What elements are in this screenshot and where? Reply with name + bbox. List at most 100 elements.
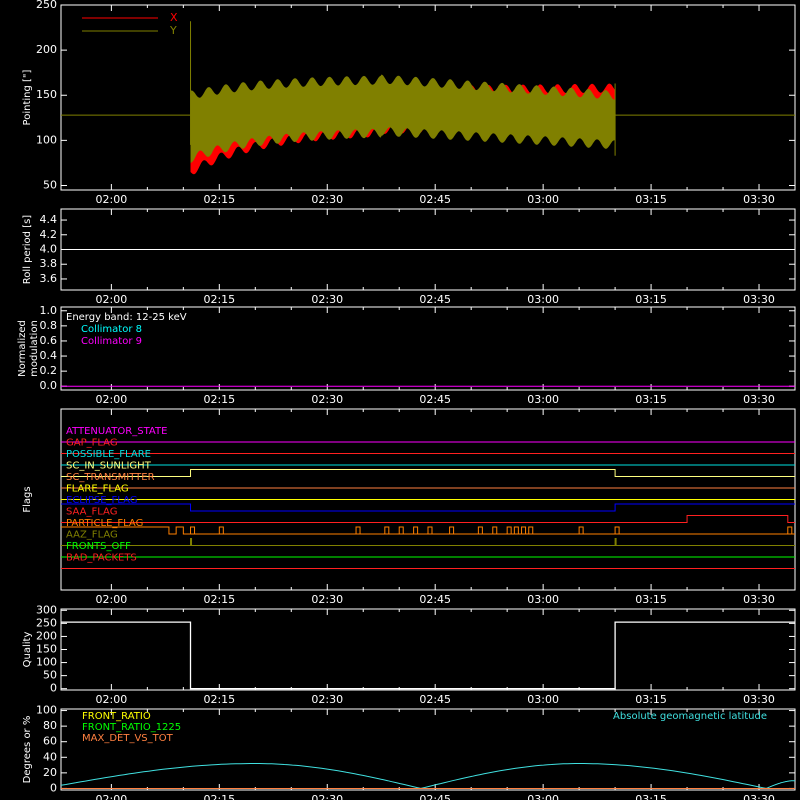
x-tick-label: 03:15	[635, 293, 667, 306]
y-tick-label: 0.0	[40, 379, 58, 392]
x-tick-label: 02:15	[203, 393, 235, 406]
y-tick-label: 60	[43, 735, 57, 748]
y-tick-label: 0	[50, 781, 57, 794]
particle-flag-pulse	[578, 526, 584, 535]
y-axis-label: Degrees or %	[22, 716, 33, 784]
quality-line	[61, 621, 795, 690]
y-tick-label: 3.8	[40, 257, 58, 270]
legend-abs-lat: Absolute geomagnetic latitude	[613, 711, 767, 722]
particle-flag-pulse	[427, 526, 433, 535]
y-tick-label: 0.2	[40, 364, 58, 377]
energy-band-annotation: Energy band: 12-25 keV	[66, 312, 187, 323]
flag-label: FLARE_FLAG	[66, 484, 129, 495]
flag-line	[61, 526, 795, 535]
particle-flag-pulse	[528, 526, 534, 535]
flag-label: ATTENUATOR_STATE	[66, 426, 167, 437]
x-tick-label: 03:15	[635, 693, 667, 706]
panel-frame-5	[60, 608, 796, 691]
particle-flag-pulse	[449, 526, 455, 535]
x-tick-label: 02:30	[311, 393, 343, 406]
y-tick-label: 150	[36, 88, 57, 101]
x-tick-label: 02:00	[96, 393, 128, 406]
x-tick-label: 03:15	[635, 193, 667, 206]
particle-flag-pulse	[384, 526, 390, 535]
y-tick-label: 4.4	[40, 213, 58, 226]
y-tick-label: 150	[36, 643, 57, 656]
x-tick-label: 02:00	[96, 593, 128, 606]
panel-frame-1	[60, 4, 796, 191]
x-tick-label: 02:00	[96, 693, 128, 706]
x-tick-label: 02:45	[419, 793, 451, 800]
x-tick-label: 02:30	[311, 793, 343, 800]
particle-flag-pulse	[355, 526, 361, 535]
legend-ratio: MAX_DET_VS_TOT	[82, 733, 174, 744]
x-tick-label: 02:30	[311, 693, 343, 706]
legend-ratio: FRONT_RATIO_1225	[82, 722, 181, 733]
y-tick-label: 4.0	[40, 243, 58, 256]
y-tick-label: 100	[36, 656, 57, 669]
x-tick-label: 03:30	[743, 293, 775, 306]
x-tick-label: 03:00	[527, 293, 559, 306]
y-axis-label: Roll period [s]	[22, 215, 33, 284]
flag-line	[61, 538, 795, 546]
legend-label-x: X	[170, 11, 178, 24]
x-tick-label: 02:45	[419, 393, 451, 406]
flag-line	[61, 503, 795, 512]
x-tick-label: 03:30	[743, 593, 775, 606]
y-axis-label: Quality	[22, 632, 33, 668]
x-tick-label: 02:15	[203, 793, 235, 800]
x-tick-label: 03:30	[743, 193, 775, 206]
particle-flag-pulse	[506, 526, 512, 535]
x-tick-label: 02:30	[311, 193, 343, 206]
x-tick-label: 03:00	[527, 793, 559, 800]
flag-label: BAD_PACKETS	[66, 553, 137, 564]
legend-collimator: Collimator 8	[81, 324, 142, 335]
y-tick-label: 200	[36, 629, 57, 642]
flag-label: AAZ_FLAG	[66, 530, 118, 541]
x-tick-label: 02:15	[203, 693, 235, 706]
flag-label: ECLIPSE_FLAG	[66, 495, 137, 506]
x-tick-label: 02:45	[419, 293, 451, 306]
particle-flag-pulse	[218, 526, 224, 535]
x-tick-label: 03:15	[635, 593, 667, 606]
y-tick-label: 20	[43, 766, 57, 779]
flag-label: SC_IN_SUNLIGHT	[66, 461, 152, 472]
y-axis-label: modulation	[29, 320, 40, 377]
flag-label: POSSIBLE_FLARE	[66, 449, 151, 460]
y-axis-label: Pointing ["]	[22, 69, 33, 125]
y-tick-label: 40	[43, 750, 57, 763]
flag-line	[61, 515, 795, 523]
legend-ratio: FRONT_RATIO	[82, 711, 151, 722]
x-tick-label: 03:15	[635, 793, 667, 800]
x-tick-label: 03:30	[743, 393, 775, 406]
y-tick-label: 0.6	[40, 334, 58, 347]
flag-label: FRONTS_OFF	[66, 541, 131, 552]
x-tick-label: 03:00	[527, 693, 559, 706]
y-tick-label: 0.8	[40, 319, 58, 332]
particle-flag-pulse	[492, 526, 498, 535]
y-tick-label: 250	[36, 616, 57, 629]
y-tick-label: 1.0	[40, 304, 58, 317]
particle-flag-pulse	[521, 526, 527, 535]
x-tick-label: 02:45	[419, 593, 451, 606]
y-tick-label: 300	[36, 603, 57, 616]
x-tick-label: 02:30	[311, 593, 343, 606]
flag-label: GAP_FLAG	[66, 438, 118, 449]
y-axis-label: Flags	[22, 486, 33, 512]
y-tick-label: 200	[36, 43, 57, 56]
particle-flag-pulse	[787, 526, 793, 535]
y-tick-label: 0	[50, 682, 57, 695]
x-tick-label: 02:00	[96, 193, 128, 206]
x-tick-label: 02:15	[203, 593, 235, 606]
y-tick-label: 50	[43, 669, 57, 682]
y-tick-label: 100	[36, 704, 57, 717]
particle-flag-pulse	[413, 526, 419, 535]
flag-line	[61, 469, 795, 477]
y-tick-label: 250	[36, 0, 57, 11]
particle-flag-pulse	[190, 526, 196, 535]
legend-collimator: Collimator 9	[81, 336, 142, 347]
y-tick-label: 80	[43, 719, 57, 732]
flag-label: PARTICLE_FLAG	[66, 518, 143, 529]
x-tick-label: 03:00	[527, 593, 559, 606]
